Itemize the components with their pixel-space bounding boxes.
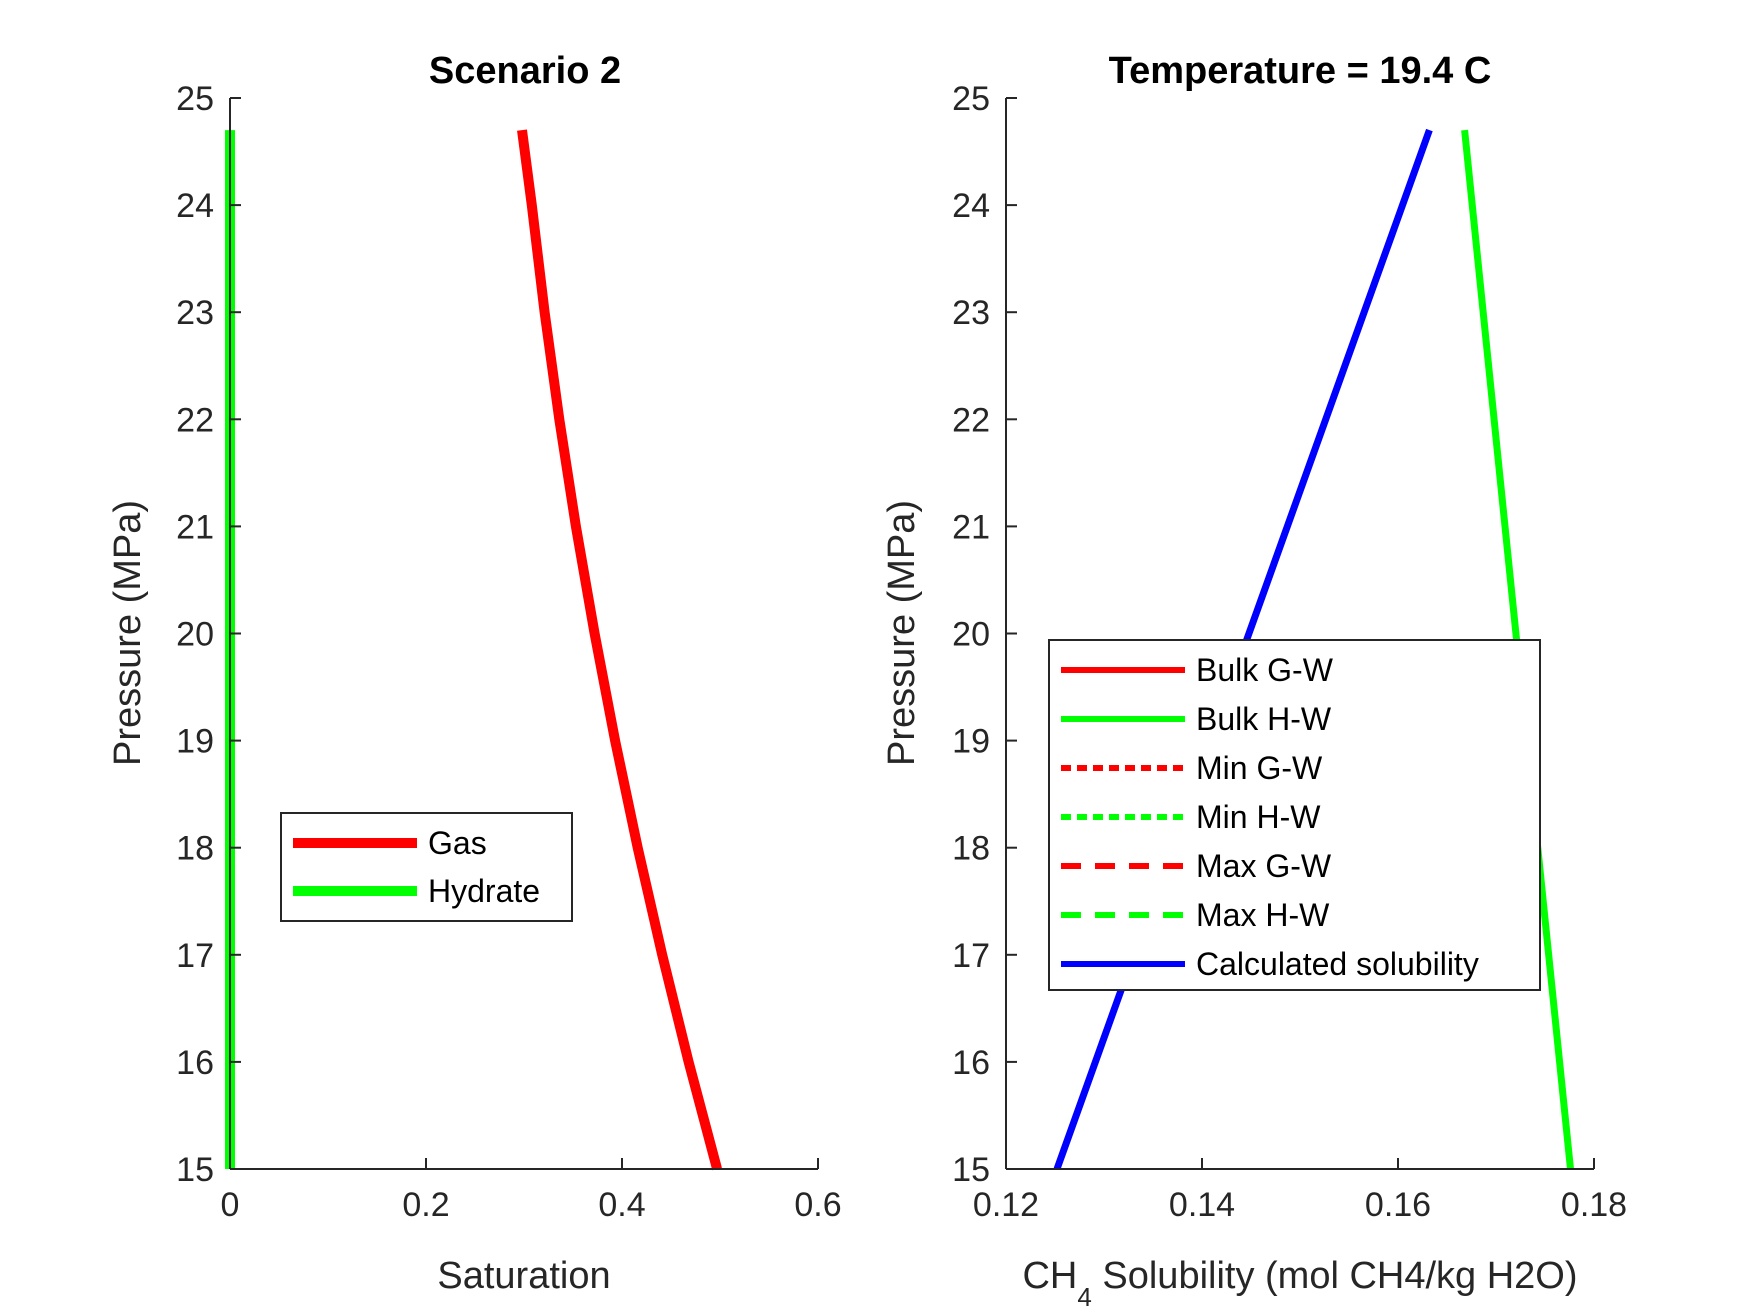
x-tick-label: 0.2	[402, 1186, 449, 1224]
y-tick-label: 22	[176, 401, 214, 439]
left-y-axis-label: Pressure (MPa)	[107, 500, 149, 766]
y-tick-label: 18	[952, 830, 990, 868]
y-tick-label: 16	[952, 1044, 990, 1082]
y-tick-label: 15	[176, 1151, 214, 1189]
left-legend-box	[280, 812, 573, 922]
y-tick-label: 16	[176, 1044, 214, 1082]
legend-label-bulk-h-w: Bulk H-W	[1196, 701, 1332, 737]
y-tick-label: 17	[176, 937, 214, 975]
right-x-axis-label-rest: Solubility (mol CH4/kg H2O)	[1092, 1255, 1578, 1297]
y-tick-label: 23	[176, 294, 214, 332]
right-chart-title: Temperature = 19.4 C	[1109, 50, 1492, 92]
legend-label-calculated-solubility: Calculated solubility	[1196, 946, 1479, 982]
right-y-axis-label: Pressure (MPa)	[881, 500, 923, 766]
legend-label-max-g-w: Max G-W	[1196, 848, 1332, 884]
right-x-axis-label-subscript: 4	[1077, 1282, 1091, 1312]
y-tick-label: 21	[176, 508, 214, 546]
right-x-axis-label: CH4 Solubility (mol CH4/kg H2O)	[1022, 1255, 1577, 1312]
y-tick-label: 23	[952, 294, 990, 332]
legend-label-gas: Gas	[428, 825, 487, 861]
x-tick-label: 0.14	[1169, 1186, 1235, 1224]
y-tick-label: 25	[952, 80, 990, 118]
legend-label-hydrate: Hydrate	[428, 873, 540, 909]
left-x-ticks: 0 0.2 0.4 0.6	[221, 1158, 842, 1224]
y-tick-label: 15	[952, 1151, 990, 1189]
right-x-ticks: 0.12 0.14 0.16 0.18	[973, 1158, 1627, 1224]
y-tick-label: 17	[952, 937, 990, 975]
series-line-gas	[517, 129, 722, 1171]
left-plot-area	[225, 129, 722, 1171]
y-tick-label: 19	[176, 723, 214, 761]
y-tick-label: 24	[952, 187, 990, 225]
y-tick-label: 24	[176, 187, 214, 225]
legend-label-min-g-w: Min G-W	[1196, 750, 1323, 786]
x-tick-label: 0.12	[973, 1186, 1039, 1224]
right-legend: Bulk G-W Bulk H-W Min G-W Min H-W Max G-W Max…	[1048, 639, 1541, 991]
x-tick-label: 0.6	[794, 1186, 841, 1224]
x-tick-label: 0.16	[1365, 1186, 1431, 1224]
right-y-ticks: 15 16 17 18 19 20 21 22 23 24 25	[952, 80, 1017, 1189]
right-axes: Temperature = 19.4 C 0.12 0.14 0.16 0.18 15…	[881, 50, 1627, 1312]
right-x-axis-label-ch: CH	[1022, 1255, 1077, 1297]
left-axes: Scenario 2 0 0.2 0.4 0.6 15 16 17 18 19 20 21 22 23…	[107, 50, 842, 1297]
legend-label-min-h-w: Min H-W	[1196, 799, 1321, 835]
y-tick-label: 20	[952, 616, 990, 654]
y-tick-label: 20	[176, 616, 214, 654]
y-tick-label: 22	[952, 401, 990, 439]
y-tick-label: 19	[952, 723, 990, 761]
left-legend: Gas Hydrate	[280, 812, 573, 922]
right-legend-items: Bulk G-W Bulk H-W Min G-W Min H-W Max G-W Max…	[1061, 652, 1479, 982]
legend-label-max-h-w: Max H-W	[1196, 897, 1330, 933]
left-y-ticks: 15 16 17 18 19 20 21 22 23 24 25	[176, 80, 241, 1189]
y-tick-label: 21	[952, 508, 990, 546]
x-tick-label: 0.18	[1561, 1186, 1627, 1224]
x-tick-label: 0	[221, 1186, 240, 1224]
y-tick-label: 25	[176, 80, 214, 118]
left-x-axis-label: Saturation	[437, 1255, 610, 1297]
left-chart-title: Scenario 2	[429, 50, 621, 92]
legend-label-bulk-g-w: Bulk G-W	[1196, 652, 1334, 688]
x-tick-label: 0.4	[598, 1186, 645, 1224]
y-tick-label: 18	[176, 830, 214, 868]
